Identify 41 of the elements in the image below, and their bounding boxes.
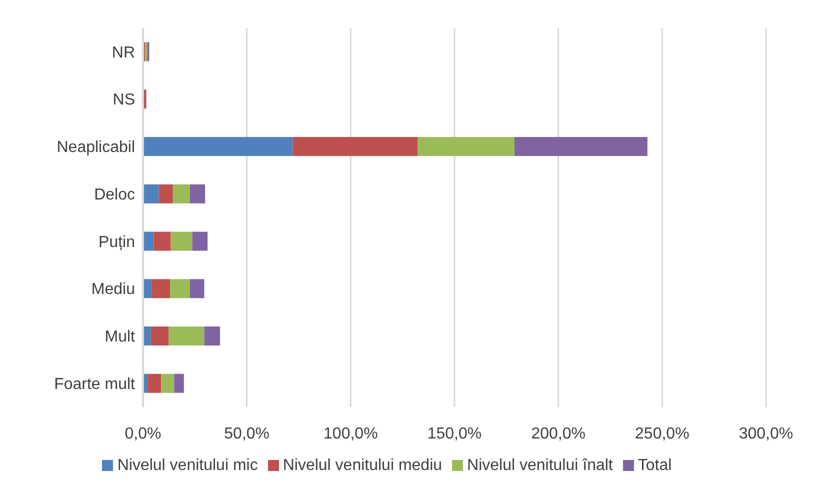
y-tick-label: Foarte mult [54, 376, 136, 393]
x-tick-label: 250,0% [635, 425, 690, 442]
bar [292, 136, 418, 156]
bar [514, 136, 648, 156]
bar [168, 326, 204, 346]
x-tick-label: 100,0% [324, 425, 378, 442]
y-tick-label: Mult [104, 328, 136, 346]
bar [170, 232, 192, 251]
x-tick-label: 0,0% [124, 425, 162, 442]
y-tick-label: Neaplicabil [56, 139, 135, 156]
bar [174, 374, 184, 393]
x-tick-label: 50,0% [224, 425, 270, 442]
y-tick-label: Deloc [94, 186, 135, 204]
y-tick-label: NR [112, 44, 135, 62]
bar [154, 232, 171, 251]
bar [204, 326, 220, 346]
bar [148, 374, 162, 393]
y-tick-label: NS [112, 92, 135, 109]
y-tick-label: Mediu [91, 281, 135, 298]
bar [418, 136, 515, 156]
y-tick-label: Puțin [98, 234, 135, 251]
bar [143, 232, 154, 251]
bar [192, 232, 208, 251]
bar [170, 279, 190, 298]
bar [158, 184, 173, 204]
x-tick-label: 200,0% [531, 425, 586, 442]
legend-label: Nivelul venitului înalt [467, 457, 613, 474]
bar [150, 326, 169, 346]
bar [161, 374, 174, 393]
bar [143, 184, 159, 204]
legend-label: Nivelul venitului mediu [282, 457, 442, 474]
bar [190, 184, 206, 204]
x-tick-label: 300,0% [738, 425, 794, 442]
bar [172, 184, 190, 204]
legend-label: Total [638, 457, 672, 474]
bar [152, 279, 170, 298]
bar [190, 279, 204, 298]
legend-label: Nivelul venitului mic [117, 457, 258, 474]
bar [143, 279, 152, 298]
bar [143, 136, 293, 156]
x-tick-label: 150,0% [427, 425, 482, 442]
